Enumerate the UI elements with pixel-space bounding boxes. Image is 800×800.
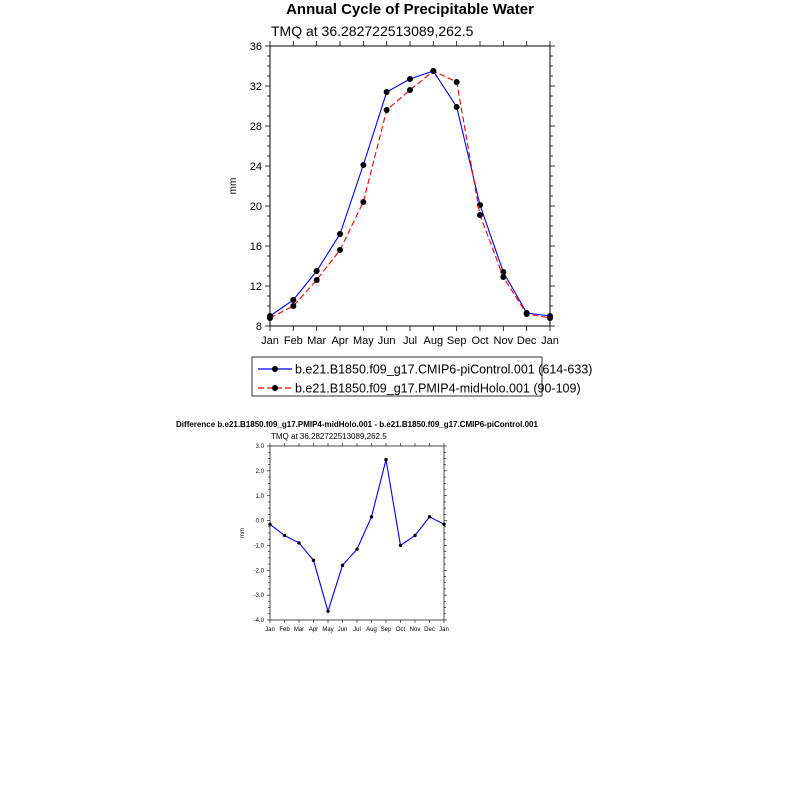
y-tick-label: 12 [250,281,262,293]
data-point [267,315,273,321]
series-line-1 [269,459,445,614]
y-tick-label: -3.0 [254,593,265,599]
data-point [355,547,359,551]
chart-title: Difference b.e21.B1850.f09_g17.PMIP4-mid… [176,420,538,429]
chart-title: Annual Cycle of Precipitable Water [286,1,534,18]
x-tick-label: Oct [471,335,488,347]
x-tick-label: Oct [396,627,406,633]
x-tick-label: May [322,627,333,633]
x-tick-label: Jun [338,627,348,633]
y-tick-label: 36 [250,41,262,53]
y-tick-label: 24 [250,161,262,173]
x-tick-label: Nov [410,627,421,633]
data-point [398,543,403,548]
x-tick-label: Mar [307,335,326,347]
data-point [430,68,437,74]
data-point [413,533,417,538]
x-tick-label: Sep [381,627,392,633]
legend-marker-1 [272,366,278,372]
y-tick-label: 3.0 [256,444,265,450]
y-tick-label: 1.0 [256,494,265,500]
legend-label-1: b.e21.B1850.f09_g17.CMIP6-piControl.001 … [295,363,592,377]
chart-subtitle: TMQ at 36.282722513089,262.5 [271,432,387,441]
plot-frame [269,445,445,621]
data-point [290,303,297,309]
x-tick-label: Dec [517,335,537,347]
data-point [369,515,374,519]
data-point [290,297,297,303]
data-point [477,202,483,208]
data-point [311,558,316,563]
data-point [407,76,413,82]
data-point [442,522,446,526]
y-tick-label: 28 [250,121,262,133]
x-tick-label: Nov [494,335,514,347]
x-tick-label: Feb [279,627,290,633]
chart-2: Difference b.e21.B1850.f09_g17.PMIP4-mid… [176,420,538,633]
x-tick-label: Sep [447,335,467,347]
x-tick-label: Dec [424,627,435,633]
data-point [313,268,320,274]
legend-label-2: b.e21.B1850.f09_g17.PMIP4-midHolo.001 (9… [295,382,581,396]
y-tick-label: -4.0 [254,618,265,624]
y-tick-label: 8 [256,321,262,333]
data-point [360,162,367,168]
data-point [547,315,553,321]
x-tick-label: Jan [439,627,449,633]
x-tick-label: Jan [265,627,275,633]
x-tick-label: Jul [403,335,417,347]
y-tick-label: -1.0 [254,544,265,550]
x-tick-label: Jun [378,335,396,347]
data-point [268,522,272,526]
data-point [500,274,507,280]
x-tick-label: Feb [284,335,303,347]
data-point [340,563,345,568]
data-point [453,79,460,85]
x-tick-label: Jan [261,335,279,347]
y-tick-label: 0.0 [256,519,265,525]
data-point [384,457,388,462]
legend-box [251,356,543,397]
x-tick-label: Aug [366,627,377,633]
x-tick-label: Aug [424,335,444,347]
y-tick-label: 2.0 [256,469,265,475]
y-tick-label: -2.0 [254,568,265,574]
data-point [453,104,460,110]
y-axis-label: mm [228,178,239,195]
data-point [326,609,330,613]
x-tick-label: Jan [541,335,559,347]
series-line-1 [269,70,551,317]
y-tick-label: 16 [250,241,262,253]
x-tick-label: Jul [353,627,361,633]
y-tick-label: 20 [250,201,262,213]
x-tick-label: Apr [309,627,318,633]
data-point [407,87,413,93]
data-point [383,107,390,113]
x-tick-label: May [353,335,374,347]
data-point [523,311,530,317]
legend-marker-2 [272,385,278,391]
data-point [337,231,343,237]
data-point [427,515,432,519]
x-tick-label: Apr [331,335,348,347]
chart-1: Annual Cycle of Precipitable Water TMQ at… [228,1,592,397]
y-tick-label: 32 [250,81,262,93]
data-point [383,89,390,95]
data-point [282,533,287,538]
data-point [313,277,320,283]
y-axis-label: mm [240,528,246,538]
data-point [297,541,301,545]
data-point [477,212,483,218]
data-point [337,247,343,253]
x-tick-label: Mar [294,627,304,633]
data-point [360,199,367,205]
chart-subtitle: TMQ at 36.282722513089,262.5 [271,23,474,39]
